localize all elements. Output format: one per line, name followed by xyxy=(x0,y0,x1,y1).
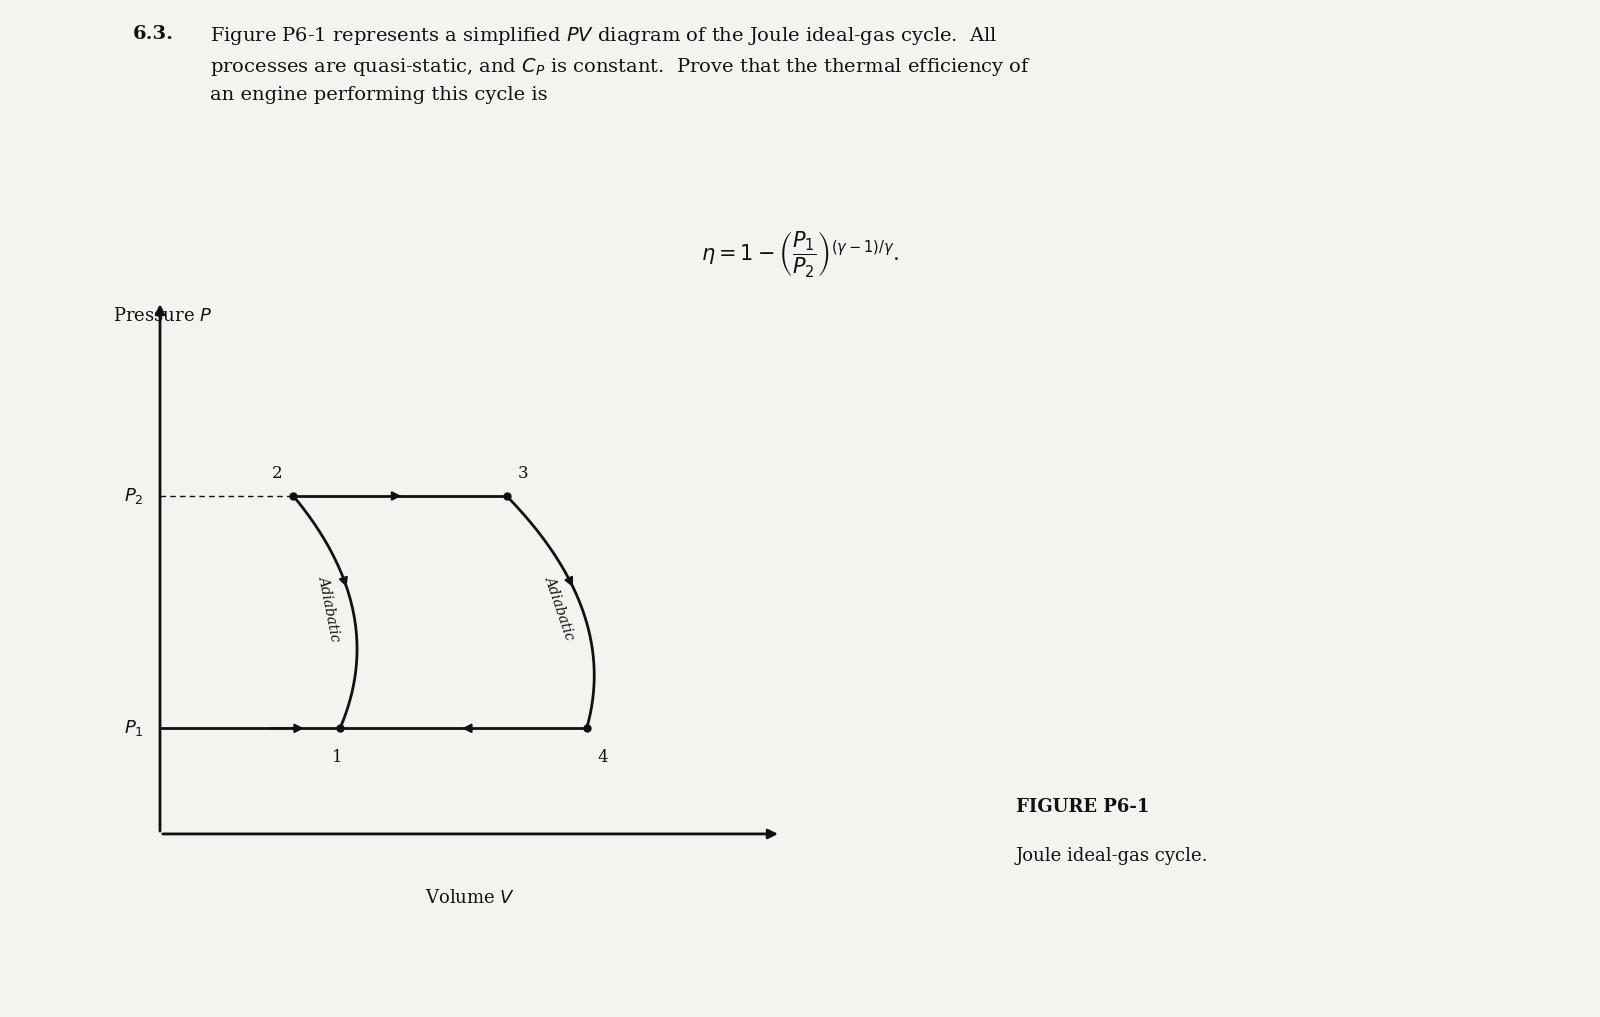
Text: $P_2$: $P_2$ xyxy=(125,486,144,506)
Text: 1: 1 xyxy=(333,750,342,767)
Text: Adiabatic: Adiabatic xyxy=(542,574,578,642)
Text: 3: 3 xyxy=(517,465,528,482)
Text: Figure P6-1 represents a simplified $PV$ diagram of the Joule ideal-gas cycle.  : Figure P6-1 represents a simplified $PV$… xyxy=(210,25,1030,104)
Text: $\eta = 1 - \left(\dfrac{P_1}{P_2}\right)^{(\gamma-1)/\gamma}$.: $\eta = 1 - \left(\dfrac{P_1}{P_2}\right… xyxy=(701,229,899,279)
Text: FIGURE P6-1: FIGURE P6-1 xyxy=(1016,798,1149,817)
Text: 4: 4 xyxy=(597,750,608,767)
Text: Joule ideal-gas cycle.: Joule ideal-gas cycle. xyxy=(1016,847,1208,865)
Text: 2: 2 xyxy=(272,465,283,482)
Text: $P_1$: $P_1$ xyxy=(125,718,144,738)
Text: Adiabatic: Adiabatic xyxy=(317,574,342,642)
Text: Volume $V$: Volume $V$ xyxy=(426,889,515,907)
Text: 6.3.: 6.3. xyxy=(133,25,174,44)
Text: Pressure $P$: Pressure $P$ xyxy=(114,306,213,324)
